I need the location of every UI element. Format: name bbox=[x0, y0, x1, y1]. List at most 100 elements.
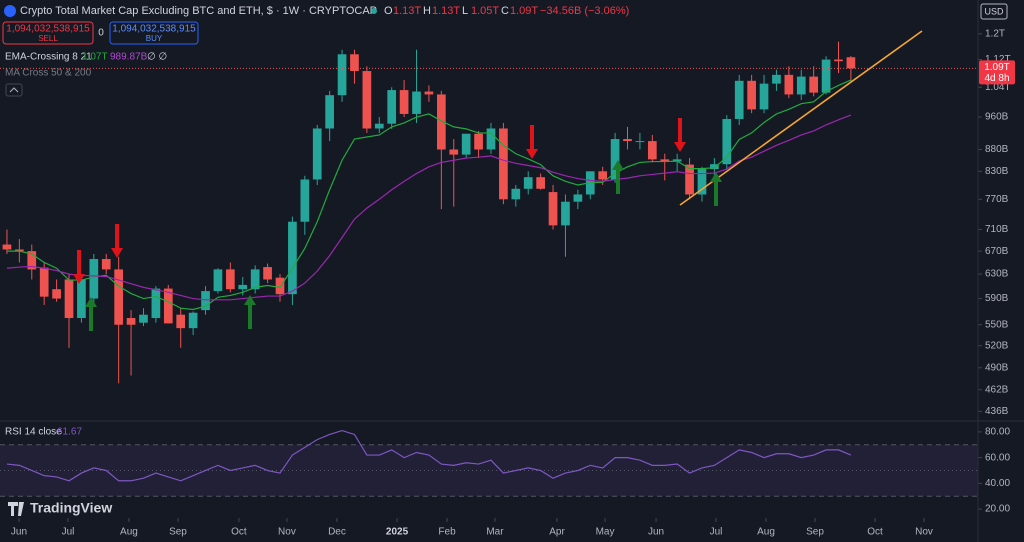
y-tick-label: 20.00 bbox=[985, 504, 1010, 515]
ohlc-value: 1.13T bbox=[432, 5, 460, 17]
candle-body bbox=[722, 118, 732, 165]
candle-body bbox=[660, 159, 670, 162]
candle-body bbox=[821, 59, 831, 93]
y-tick-label: 436B bbox=[985, 406, 1009, 417]
candle-body bbox=[337, 54, 347, 96]
ohlc-key: C bbox=[501, 5, 509, 17]
x-tick-label: Apr bbox=[549, 527, 565, 538]
candle-body bbox=[834, 59, 843, 62]
candle-body bbox=[151, 288, 161, 319]
y-tick-label: 1.04T bbox=[985, 82, 1011, 93]
candle-body bbox=[15, 249, 24, 252]
x-tick-label: May bbox=[596, 527, 615, 538]
candle-body bbox=[685, 164, 694, 195]
candle-body bbox=[114, 269, 123, 325]
price-pane: 1.2T 1.12T 1.04T 960B 880B 830B 770B 710B 670B 63… bbox=[0, 28, 1015, 417]
status-dot bbox=[371, 8, 377, 14]
y-tick-label: 462B bbox=[985, 384, 1009, 395]
candle-body bbox=[163, 288, 173, 324]
moving-average bbox=[6, 114, 852, 301]
y-tick-label: 520B bbox=[985, 340, 1009, 351]
candle-body bbox=[288, 221, 297, 295]
candle-body bbox=[561, 201, 570, 226]
y-tick-label: 960B bbox=[985, 112, 1009, 123]
rsi-pane: 80.00 60.00 40.00 20.00 bbox=[0, 427, 1010, 515]
y-tick-label: 60.00 bbox=[985, 452, 1010, 463]
ohlc: O 1.13T H 1.13T L 1.05T C 1.09T bbox=[384, 5, 538, 17]
candle-body bbox=[275, 277, 285, 295]
logo-icon bbox=[8, 502, 24, 516]
y-tick-label: 40.00 bbox=[985, 478, 1010, 489]
candle-body bbox=[474, 133, 483, 150]
candle-body bbox=[449, 149, 459, 155]
candle-body bbox=[213, 269, 223, 292]
candle-body bbox=[250, 269, 260, 290]
sell-label: SELL bbox=[38, 34, 58, 43]
y-tick-label: 710B bbox=[985, 224, 1009, 235]
price-tag-countdown: 4d 8h bbox=[984, 73, 1009, 84]
chart-title: Crypto Total Market Cap Excluding BTC an… bbox=[20, 5, 377, 17]
y-tick-label: 1.2T bbox=[985, 28, 1005, 39]
candle-body bbox=[238, 284, 248, 290]
sell-button[interactable] bbox=[2, 21, 94, 45]
symbol-icon bbox=[4, 5, 16, 17]
y-tick-label: 490B bbox=[985, 362, 1009, 373]
candle-body bbox=[436, 94, 446, 150]
candle-body bbox=[52, 289, 61, 299]
x-tick-label: Aug bbox=[757, 527, 775, 538]
x-tick-label: Jul bbox=[710, 527, 723, 538]
candle-body bbox=[399, 90, 409, 114]
x-tick-label: Jun bbox=[648, 527, 664, 538]
ohlc-key: O bbox=[384, 5, 393, 17]
buy-button[interactable] bbox=[109, 21, 199, 45]
indicator-value: 989.87B bbox=[110, 52, 148, 63]
rsi-line bbox=[6, 429, 852, 482]
x-tick-label: Aug bbox=[120, 527, 138, 538]
candle-body bbox=[101, 259, 111, 270]
candle-body bbox=[64, 279, 74, 319]
ohlc-key: L bbox=[462, 5, 468, 17]
y-tick-label: 830B bbox=[985, 166, 1009, 177]
y-tick-label: 550B bbox=[985, 319, 1009, 330]
candle-body bbox=[511, 188, 521, 200]
indicator-name: MA Cross 50 & 200 bbox=[5, 68, 92, 79]
sell-signal bbox=[526, 125, 538, 159]
candle-body bbox=[623, 139, 632, 142]
candle-body bbox=[499, 128, 508, 200]
change: −34.56B (−3.06%) bbox=[540, 5, 629, 17]
x-tick-label: Nov bbox=[278, 527, 296, 538]
sell-price: 1,094,032,538,915 bbox=[6, 24, 90, 35]
sell-signal bbox=[111, 224, 123, 258]
rsi-value: 61.67 bbox=[57, 427, 82, 438]
buy-signal bbox=[85, 297, 97, 331]
buy-price: 1,094,032,538,915 bbox=[112, 24, 196, 35]
candle-body bbox=[710, 164, 719, 170]
candle-body bbox=[424, 91, 434, 95]
x-tick-label: Mar bbox=[486, 527, 504, 538]
candle-body bbox=[263, 267, 272, 280]
x-tick-label: Sep bbox=[806, 527, 824, 538]
candle-body bbox=[536, 177, 545, 189]
collapse-icon bbox=[9, 87, 19, 93]
ohlc-value: 1.09T bbox=[510, 5, 538, 17]
candle-body bbox=[325, 95, 334, 129]
x-tick-label: Nov bbox=[915, 527, 933, 538]
candle-body bbox=[772, 74, 781, 84]
signals bbox=[73, 118, 722, 331]
candle-body bbox=[77, 279, 86, 319]
candle-body bbox=[759, 83, 769, 110]
collapse-button[interactable] bbox=[5, 83, 23, 97]
sell-signal bbox=[73, 250, 85, 284]
buy-label: BUY bbox=[146, 34, 163, 43]
currency-button[interactable] bbox=[980, 3, 1008, 20]
candle-body bbox=[697, 169, 707, 195]
spread: 0 bbox=[98, 28, 104, 39]
candle-body bbox=[312, 128, 322, 180]
candle-body bbox=[188, 312, 198, 329]
buy-signal bbox=[612, 160, 624, 194]
candle-body bbox=[412, 91, 421, 114]
buy-signal bbox=[710, 172, 722, 206]
x-tick-label: 2025 bbox=[386, 527, 409, 538]
indicator-value: 1.07T bbox=[82, 52, 108, 63]
